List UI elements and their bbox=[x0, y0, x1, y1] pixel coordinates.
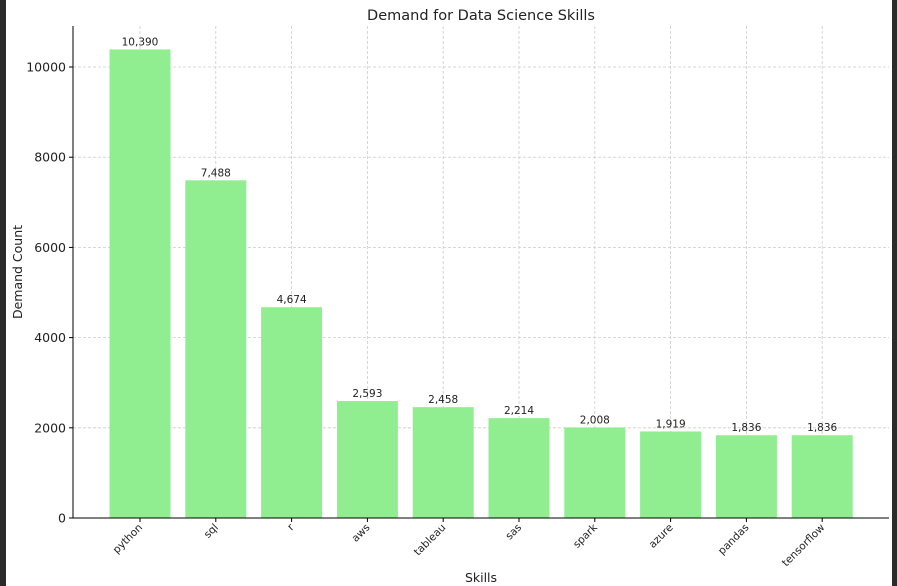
x-tick-label-pandas: pandas bbox=[716, 522, 752, 558]
x-tick-label-python: python bbox=[111, 522, 145, 556]
data-label-aws: 2,593 bbox=[352, 388, 382, 400]
y-axis-label: Demand Count bbox=[10, 225, 25, 319]
data-label-tableau: 2,458 bbox=[428, 394, 458, 406]
y-tick-label: 8000 bbox=[34, 150, 66, 165]
y-tick-label: 0 bbox=[58, 511, 66, 526]
chart-title: Demand for Data Science Skills bbox=[367, 8, 595, 24]
data-label-pandas: 1,836 bbox=[731, 422, 761, 434]
y-tick-label: 4000 bbox=[34, 330, 66, 345]
bar-tableau bbox=[412, 407, 474, 518]
data-label-azure: 1,919 bbox=[656, 418, 686, 430]
bar-sas bbox=[488, 418, 550, 518]
data-label-r: 4,674 bbox=[277, 294, 307, 306]
left-frame-strip bbox=[0, 0, 6, 586]
y-tick-label: 2000 bbox=[34, 420, 66, 435]
bar-tensorflow bbox=[791, 435, 853, 518]
x-axis-label: Skills bbox=[465, 570, 497, 585]
x-tick-label-aws: aws bbox=[350, 522, 373, 545]
bar-aws bbox=[336, 401, 398, 518]
data-label-python: 10,390 bbox=[122, 36, 159, 48]
x-tick-label-tensorflow: tensorflow bbox=[780, 521, 828, 569]
bar-r bbox=[261, 307, 323, 518]
x-tick-label-azure: azure bbox=[647, 522, 676, 551]
bar-pandas bbox=[715, 435, 777, 518]
x-tick-label-sas: sas bbox=[503, 522, 524, 543]
y-tick-label: 10000 bbox=[26, 60, 66, 75]
data-label-sas: 2,214 bbox=[504, 405, 534, 417]
data-label-tensorflow: 1,836 bbox=[807, 422, 837, 434]
bars-layer: 10,390 7,488 4,674 2,593 2,458 2,214 2,008 1,91… bbox=[109, 36, 853, 519]
x-tick-label-r: r bbox=[285, 521, 297, 533]
x-tick-label-spark: spark bbox=[571, 521, 601, 551]
bar-azure bbox=[640, 431, 702, 518]
x-tick-label-tableau: tableau bbox=[412, 522, 449, 559]
data-label-sql: 7,488 bbox=[201, 167, 231, 179]
x-tick-label-sql: sql bbox=[202, 522, 221, 541]
bar-spark bbox=[564, 427, 626, 518]
bar-python bbox=[109, 49, 171, 519]
y-tick-label: 6000 bbox=[34, 240, 66, 255]
data-label-spark: 2,008 bbox=[580, 414, 610, 426]
bar-sql bbox=[185, 180, 247, 518]
right-frame-strip bbox=[892, 0, 897, 586]
